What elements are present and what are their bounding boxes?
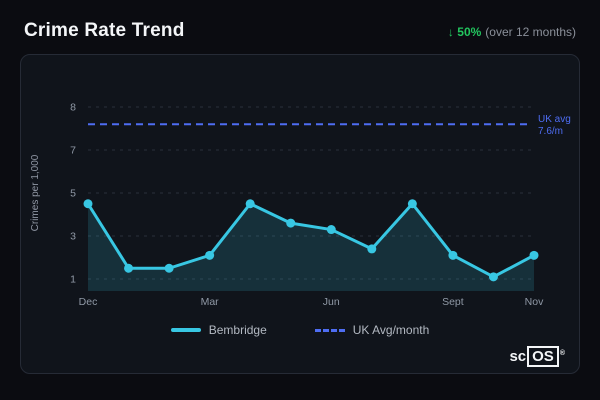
legend-label: Bembridge [208, 323, 267, 337]
chart-point[interactable] [124, 263, 134, 273]
trend-note: (over 12 months) [485, 25, 576, 39]
x-tick-label: Dec [79, 296, 98, 308]
chart-point[interactable] [164, 263, 174, 273]
chart-point[interactable] [488, 272, 498, 282]
chart-point[interactable] [407, 199, 417, 209]
chart-point[interactable] [205, 250, 215, 260]
header: Crime Rate Trend ↓ 50% (over 12 months) [0, 0, 600, 54]
page-title: Crime Rate Trend [24, 20, 185, 41]
logo-text: sc [509, 348, 527, 365]
chart-point[interactable] [245, 199, 255, 209]
registered-mark: ® [559, 350, 565, 357]
legend-item-uk-avg[interactable]: UK Avg/month [314, 323, 430, 337]
dashed-line-swatch-icon [314, 328, 345, 332]
legend-item-bembridge[interactable]: Bembridge [170, 323, 267, 337]
chart-point[interactable] [83, 199, 93, 209]
uk-avg-label-line2: 7.6/m [538, 126, 563, 137]
logo-box: OS [527, 346, 559, 367]
y-tick-label: 3 [70, 231, 76, 243]
x-tick-label: Sept [442, 296, 464, 308]
chart-legend: Bembridge UK Avg/month [21, 323, 579, 337]
trend-indicator: ↓ 50% (over 12 months) [448, 25, 576, 39]
chart-point[interactable] [326, 225, 336, 235]
down-arrow-icon: ↓ [447, 25, 454, 39]
area-fill [88, 203, 534, 291]
uk-avg-label-line1: UK avg [538, 114, 571, 125]
trend-line [86, 202, 536, 279]
trend-percent: 50% [457, 25, 482, 39]
scos-logo: sc OS ® [509, 346, 565, 367]
trend-value: ↓ 50% [448, 25, 481, 39]
chart-card: Crimes per 1,000 1 3 5 7 8 Dec Mar Jun Sept Nov UK… [20, 54, 580, 374]
y-tick-label: 1 [70, 274, 76, 286]
chart-point[interactable] [529, 250, 539, 260]
chart-point[interactable] [286, 218, 296, 228]
x-tick-label: Jun [323, 296, 340, 308]
x-tick-label: Mar [201, 296, 220, 308]
chart-point[interactable] [367, 244, 377, 254]
x-tick-label: Nov [525, 296, 544, 308]
page: Crime Rate Trend ↓ 50% (over 12 months) C… [0, 0, 600, 374]
chart-point[interactable] [448, 250, 458, 260]
solid-line-swatch-icon [170, 328, 201, 332]
y-tick-label: 5 [70, 188, 76, 200]
y-tick-label: 7 [70, 145, 76, 157]
crime-trend-chart: Crimes per 1,000 1 3 5 7 8 Dec Mar Jun Sept Nov UK… [30, 102, 571, 309]
y-axis-label: Crimes per 1,000 [30, 154, 41, 231]
legend-label: UK Avg/month [352, 323, 430, 337]
y-tick-label: 8 [70, 102, 76, 114]
